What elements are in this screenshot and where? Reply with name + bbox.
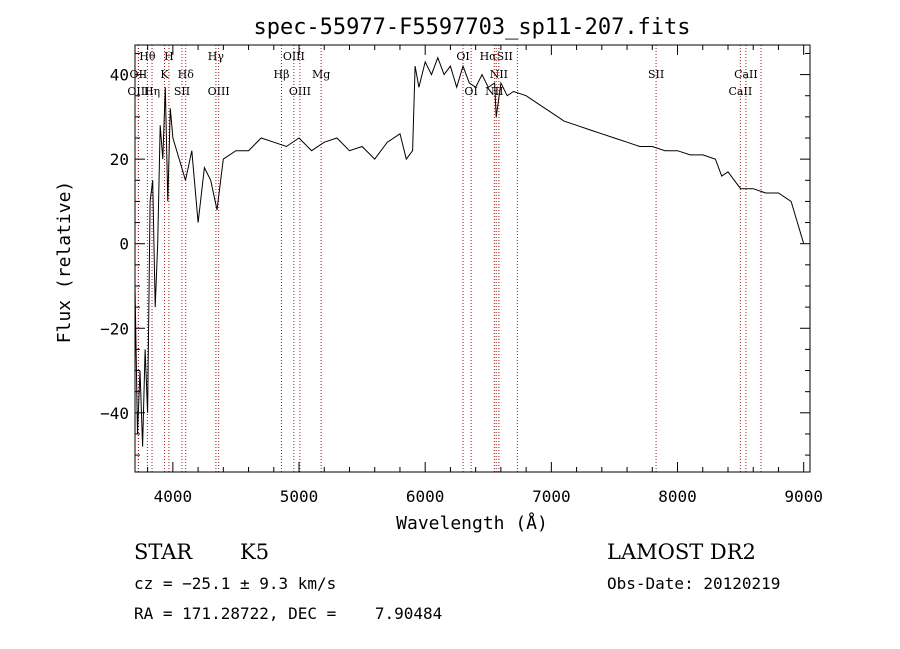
y-axis-label: Flux (relative) <box>54 181 75 344</box>
spectrum-line <box>134 56 805 447</box>
redshift-velocity: cz = −25.1 ± 9.3 km/s <box>134 574 337 593</box>
line-marker-label: Hβ <box>274 68 290 81</box>
line-marker-label: OIII <box>289 85 311 98</box>
line-marker-label: OIII <box>127 85 149 98</box>
x-tick-label: 4000 <box>154 487 193 506</box>
object-subclass: K5 <box>240 540 270 564</box>
x-tick-label: 5000 <box>280 487 319 506</box>
observation-date: Obs-Date: 20120219 <box>607 574 781 593</box>
x-axis-label: Wavelength (Å) <box>396 512 548 534</box>
x-tick-label: 8000 <box>658 487 697 506</box>
line-marker-label: OIII <box>208 85 230 98</box>
survey-name: LAMOST DR2 <box>607 540 756 564</box>
y-tick-label: −20 <box>100 319 129 338</box>
line-markers: HθOIIOIIIHKHηHδSIIHγOIIIOIIIHβOIIIMgOIOI… <box>127 45 762 472</box>
plot-frame <box>134 44 811 473</box>
chart-title: spec-55977-F5597703_sp11-207.fits <box>253 15 690 40</box>
line-marker-label: OI <box>456 50 469 63</box>
line-marker-label: Hθ <box>139 50 156 63</box>
y-tick-label: 20 <box>110 150 129 169</box>
line-marker-label: CaII <box>729 85 753 98</box>
line-marker-label: NII <box>490 68 508 81</box>
line-marker-label: K <box>160 68 169 81</box>
x-tick-label: 7000 <box>532 487 571 506</box>
line-marker-label: H <box>164 50 174 63</box>
line-marker-label: SII <box>174 85 190 98</box>
coordinates: RA = 171.28722, DEC = 7.90484 <box>134 604 443 623</box>
line-marker-label: Hγ <box>208 50 225 63</box>
line-marker-label: SII <box>648 68 664 81</box>
line-marker-label: Hη <box>144 85 160 98</box>
y-tick-label: −40 <box>100 404 129 423</box>
line-marker-label: OIII <box>283 50 305 63</box>
line-marker-label: OI <box>464 85 477 98</box>
y-tick-label: 40 <box>110 66 129 85</box>
line-marker-label: HαSII <box>480 50 513 63</box>
y-tick-label: 0 <box>119 235 129 254</box>
x-tick-label: 9000 <box>784 487 823 506</box>
line-marker-label: Mg <box>312 68 330 81</box>
axes: 4000 5000 6000 7000 8000 9000 −40 −20 0 20 40 <box>100 45 823 506</box>
x-tick-label: 6000 <box>406 487 445 506</box>
object-class: STAR <box>134 540 193 564</box>
line-marker-label: Hδ <box>178 68 195 81</box>
line-marker-label: CaII <box>734 68 758 81</box>
